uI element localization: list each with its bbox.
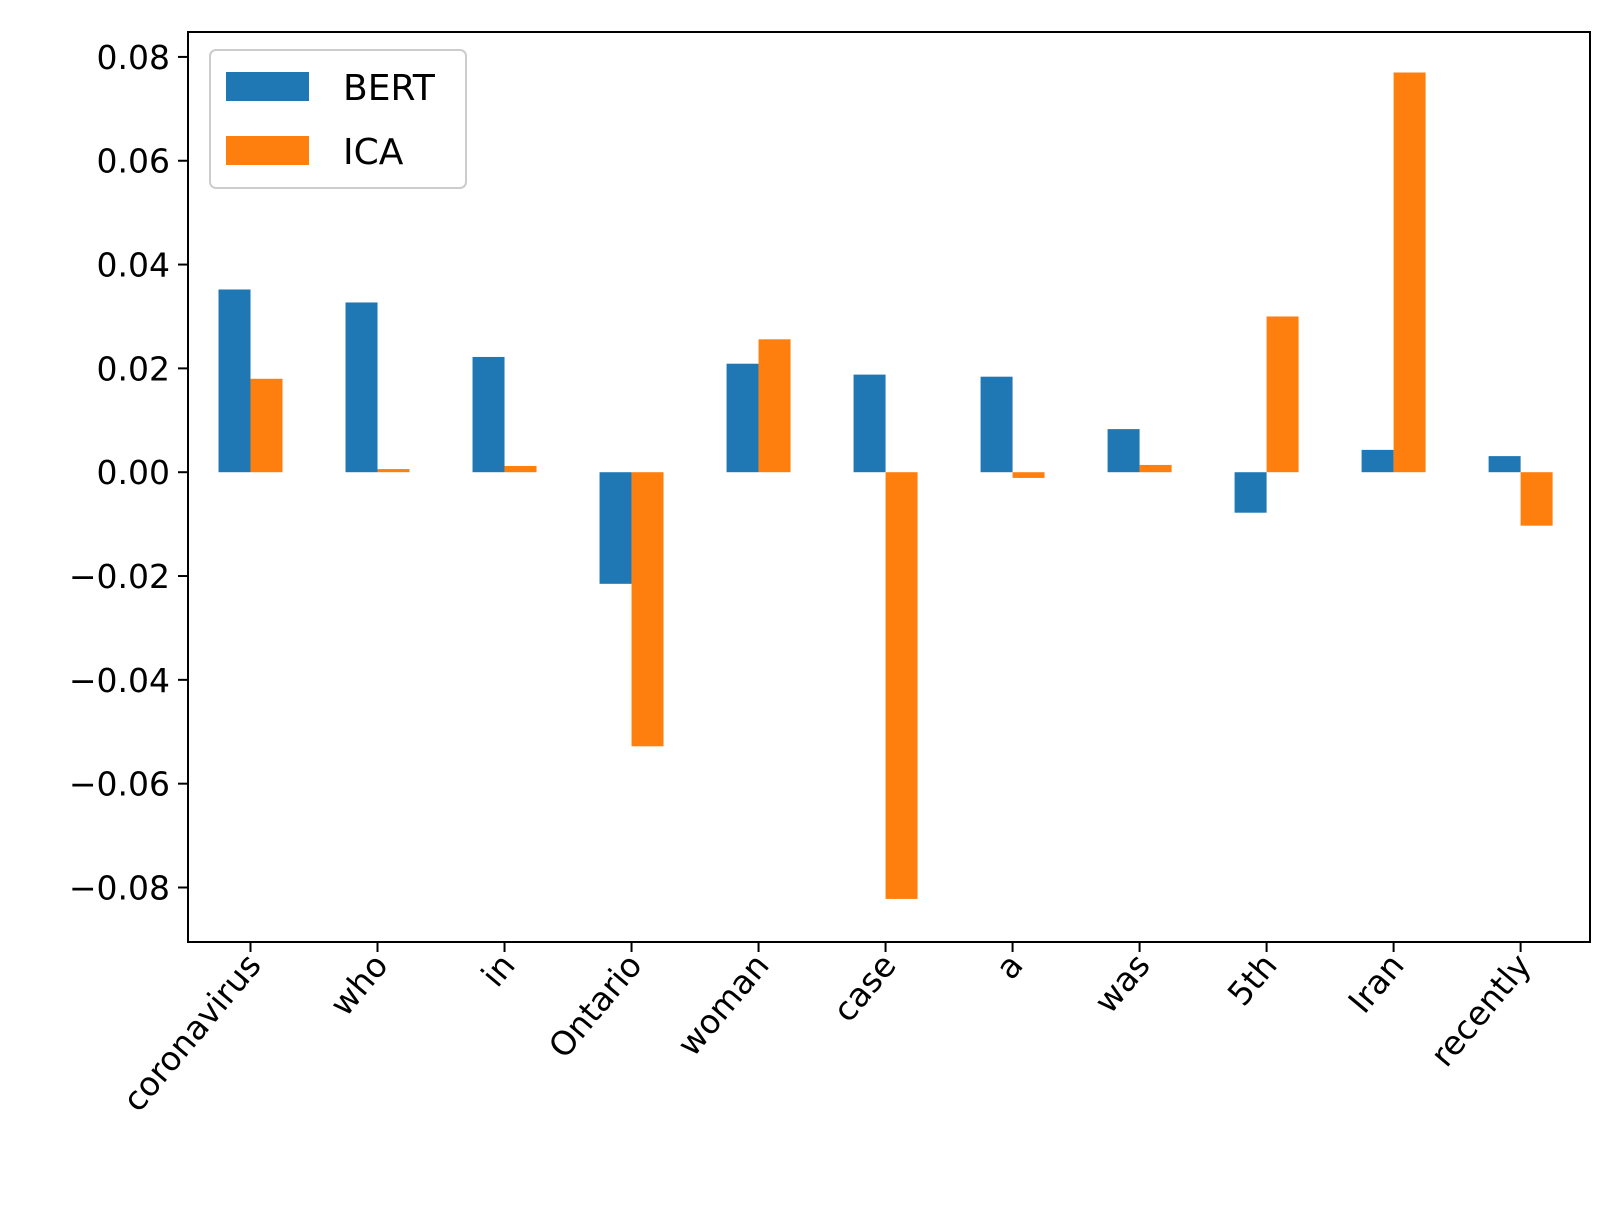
legend: BERT ICA: [209, 49, 467, 189]
bar-bert-a: [980, 376, 1013, 473]
bar-ica-woman: [758, 339, 791, 473]
y-tick-label: −0.08: [69, 868, 170, 907]
bar-bert-in: [472, 356, 505, 473]
bar-ica-a: [1012, 472, 1045, 478]
bar-ica-was: [1139, 464, 1172, 473]
bar-ica-in: [504, 465, 537, 473]
legend-label-bert: BERT: [343, 68, 436, 109]
bar-ica-5th: [1266, 316, 1299, 473]
bars-group: [218, 72, 1553, 899]
bar-bert-ontario: [599, 472, 632, 584]
y-tick-label: −0.02: [69, 557, 170, 596]
y-tick-label: −0.04: [69, 661, 170, 700]
bar-bert-5th: [1234, 472, 1267, 513]
bar-bert-who: [345, 302, 378, 473]
legend-swatch-ica: [226, 136, 309, 165]
plot-frame: [187, 31, 1591, 943]
y-tick-label: 0.06: [97, 142, 170, 181]
bar-bert-woman: [726, 363, 759, 473]
bar-ica-case: [885, 472, 918, 899]
bar-bert-case: [853, 374, 886, 473]
bar-bert-recently: [1488, 456, 1521, 473]
bar-bert-was: [1107, 429, 1140, 473]
bar-ica-who: [377, 469, 410, 473]
y-tick-label: 0.04: [97, 246, 170, 285]
y-tick-label: −0.06: [69, 765, 170, 804]
legend-label-ica: ICA: [343, 132, 404, 173]
y-tick-label: 0.02: [97, 349, 170, 388]
y-axis: −0.08 −0.06 −0.04 −0.02 0.00 0.02 0.04 0.06 0.08: [69, 38, 188, 907]
y-tick-label: 0.08: [97, 38, 170, 77]
bar-ica-coronavirus: [250, 378, 283, 473]
y-tick-label: 0.00: [97, 453, 170, 492]
bar-ica-recently: [1520, 472, 1553, 526]
bar-ica-iran: [1393, 72, 1426, 473]
bar-ica-ontario: [631, 472, 664, 747]
bar-bert-iran: [1361, 449, 1394, 473]
bar-bert-coronavirus: [218, 289, 251, 473]
legend-swatch-bert: [226, 72, 309, 101]
